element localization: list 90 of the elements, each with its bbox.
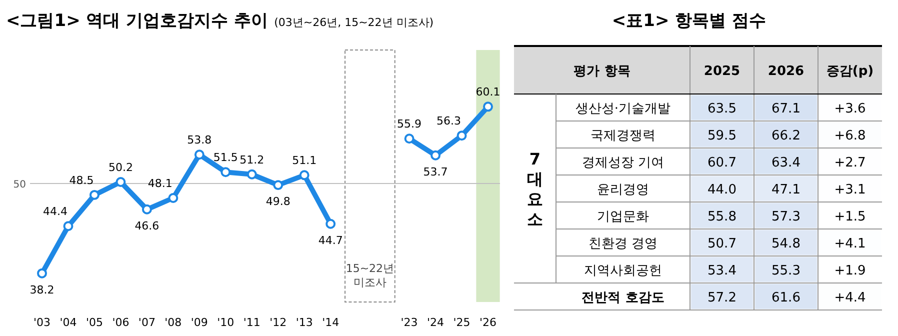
ref-line-label: 50 — [13, 180, 26, 191]
point — [220, 167, 231, 178]
data-label: 47.1 — [772, 182, 800, 198]
data-label: 44.4 — [42, 205, 68, 218]
data-label: 66.2 — [772, 128, 800, 144]
point — [142, 204, 152, 214]
chart-title: <표1> 항목별 점수 — [612, 11, 766, 31]
point — [456, 130, 467, 141]
x-tick-label: '23 — [400, 316, 418, 329]
data-label: 51.2 — [240, 153, 264, 166]
data-label: 48.1 — [148, 176, 172, 190]
data-label: +2.7 — [834, 156, 866, 170]
data-label: +3.1 — [834, 182, 866, 198]
data-label: 44.7 — [318, 234, 343, 247]
data-label: 55.3 — [772, 264, 800, 278]
data-label: 57.3 — [772, 210, 800, 224]
point — [116, 177, 126, 187]
data-label: 55.9 — [397, 118, 422, 131]
data-label: 46.6 — [134, 219, 160, 232]
data-label: 53.8 — [187, 134, 212, 147]
x-tick-label: '04 — [60, 316, 77, 329]
data-label: 63.5 — [708, 102, 736, 116]
x-tick-label: '25 — [453, 316, 470, 329]
y-tick-label: 지역사회공헌 — [584, 264, 662, 278]
data-label: 56.3 — [436, 114, 462, 128]
point — [326, 218, 336, 229]
x-tick-label: '05 — [86, 316, 103, 329]
data-label: +4.4 — [834, 290, 866, 306]
x-tick-label: '26 — [479, 316, 497, 329]
data-label: 38.2 — [30, 283, 54, 296]
data-label: 51.5 — [213, 151, 238, 164]
x-tick-label: '13 — [296, 316, 313, 329]
x-tick-label: '08 — [164, 316, 182, 329]
point — [168, 193, 178, 203]
data-label: 53.7 — [423, 165, 448, 178]
data-label: 60.7 — [708, 156, 736, 170]
point — [89, 190, 100, 200]
x-tick-label: 2025 — [704, 64, 740, 79]
text: 7대요소 — [527, 150, 543, 228]
data-label: +1.9 — [834, 264, 866, 278]
x-tick-label: '14 — [322, 316, 340, 329]
data-label: 53.4 — [708, 264, 736, 278]
data-label: +1.5 — [834, 210, 866, 224]
data-label: 44.0 — [708, 182, 736, 198]
point — [299, 170, 310, 180]
band-label: 15~22년 미조사 — [346, 262, 394, 289]
x-tick-label: '10 — [217, 316, 234, 329]
data-label: 63.4 — [772, 156, 800, 170]
data-label: 51.1 — [292, 154, 317, 168]
y-tick-label: 친환경 경영 — [588, 236, 658, 252]
point — [404, 134, 414, 144]
point — [273, 180, 284, 190]
data-label: 60.1 — [476, 86, 500, 99]
data-label: 50.7 — [708, 236, 736, 252]
data-label: +4.1 — [834, 236, 866, 252]
x-tick-label: '11 — [243, 316, 260, 329]
y-tick-label: 기업문화 — [597, 210, 649, 224]
y-tick-label: 윤리경영 — [597, 182, 649, 198]
chart-title: <그림1> 역대 기업호감지수 추이 — [6, 11, 268, 31]
y-tick-label: 국제경쟁력 — [590, 128, 656, 144]
data-label: 48.5 — [69, 174, 94, 187]
x-tick-label: 2026 — [768, 64, 804, 79]
text: 평가 항목 — [574, 64, 630, 79]
x-tick-label: '12 — [270, 316, 287, 329]
data-label: 57.2 — [708, 290, 736, 306]
data-label: 54.8 — [772, 236, 800, 252]
point — [63, 221, 74, 232]
chart-subtitle: (03년~26년, 15~22년 미조사) — [274, 16, 434, 29]
data-label: 55.8 — [708, 210, 736, 224]
data-label: 61.6 — [772, 290, 800, 306]
data-label: 50.2 — [108, 161, 133, 174]
data-label: 67.1 — [772, 102, 800, 116]
x-tick-label: '07 — [138, 316, 156, 329]
x-tick-label: '09 — [190, 316, 208, 329]
x-tick-label: 증감(p) — [826, 64, 874, 79]
data-label: 49.8 — [266, 195, 290, 208]
point — [37, 268, 47, 278]
data-label: +6.8 — [834, 128, 866, 144]
y-tick-label: 전반적 호감도 — [582, 290, 664, 306]
data-label: +3.6 — [834, 102, 866, 116]
x-tick-label: '24 — [427, 316, 444, 329]
point — [194, 150, 204, 160]
x-tick-label: '06 — [112, 316, 130, 329]
y-tick-label: 경제성장 기여 — [582, 156, 664, 170]
y-tick-label: 생산성·기술개발 — [575, 102, 671, 116]
point — [246, 169, 257, 180]
point — [430, 150, 441, 160]
point — [483, 102, 493, 112]
data-label: 59.5 — [708, 128, 736, 144]
x-tick-label: '03 — [33, 316, 51, 329]
